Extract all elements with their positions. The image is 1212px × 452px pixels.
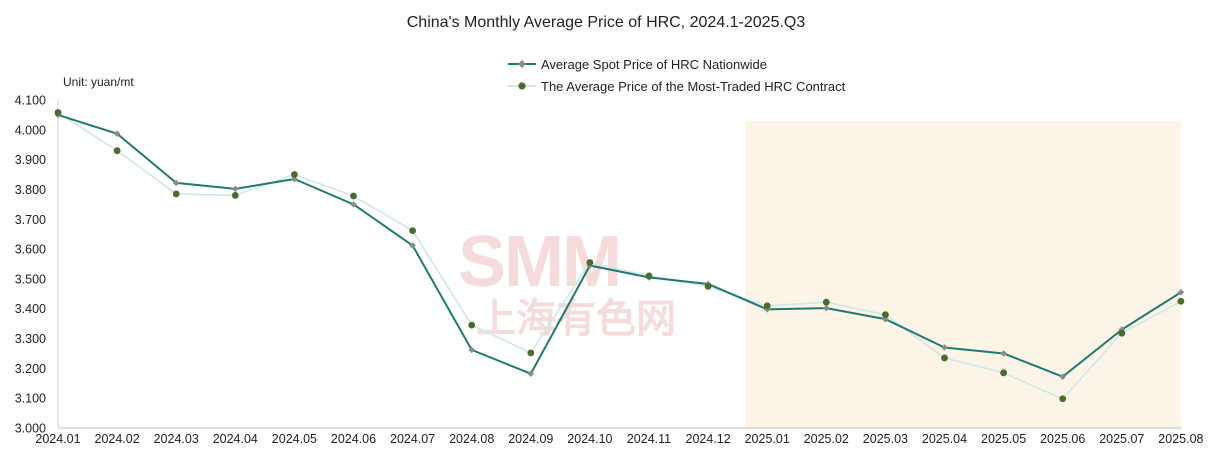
unit-label: Unit: yuan/mt bbox=[63, 75, 134, 89]
x-tick-label: 2024.02 bbox=[95, 432, 140, 446]
watermark: SMM 上海有色网 bbox=[458, 222, 676, 341]
spot-price-point bbox=[113, 130, 121, 137]
spot-price-point bbox=[468, 346, 475, 354]
futures-price-point bbox=[1000, 369, 1007, 377]
x-tick-label: 2025.01 bbox=[745, 432, 790, 446]
y-axis-ticks: 3.000 3.100 3.200 3.300 3.400 3.500 3.600 3.700… bbox=[15, 94, 46, 436]
legend-marker-futures bbox=[518, 82, 526, 90]
spot-price-point bbox=[291, 175, 298, 183]
futures-price-point bbox=[586, 259, 594, 266]
spot-price-point bbox=[941, 344, 948, 351]
legend: Average Spot Price of HRC Nationwide The… bbox=[508, 57, 846, 94]
y-tick-label: 4.000 bbox=[15, 123, 46, 137]
x-tick-label: 2025.08 bbox=[1158, 432, 1203, 446]
spot-price-point bbox=[350, 201, 357, 208]
spot-price-point bbox=[172, 179, 180, 187]
futures-price-point bbox=[113, 147, 121, 155]
watermark-logo: SMM bbox=[458, 222, 620, 302]
futures-price-point bbox=[822, 298, 830, 306]
x-tick-label: 2024.04 bbox=[213, 432, 258, 446]
legend-marker-spot bbox=[518, 60, 526, 68]
y-tick-label: 3.500 bbox=[15, 272, 46, 286]
y-tick-label: 3.600 bbox=[15, 243, 46, 257]
spot-price-point bbox=[1000, 350, 1007, 357]
futures-price-point bbox=[882, 311, 889, 319]
spot-price-point bbox=[823, 304, 830, 312]
x-axis-ticks: 2024.01 2024.02 2024.03 2024.04 2024.05 2024.… bbox=[35, 432, 1203, 446]
futures-price-point bbox=[763, 302, 771, 310]
futures-price-point bbox=[350, 192, 357, 200]
futures-price-point bbox=[231, 192, 239, 199]
spot-price-point bbox=[1059, 373, 1066, 381]
legend-label-futures: The Average Price of the Most-Traded HRC… bbox=[541, 79, 846, 94]
futures-price-point bbox=[645, 272, 653, 280]
spot-price-point bbox=[527, 370, 535, 378]
futures-price-point bbox=[409, 227, 416, 235]
futures-price-point bbox=[941, 354, 948, 362]
spot-price-point bbox=[232, 185, 239, 193]
legend-label-spot: Average Spot Price of HRC Nationwide bbox=[541, 57, 767, 72]
x-tick-label: 2024.07 bbox=[390, 432, 435, 446]
x-tick-label: 2024.03 bbox=[154, 432, 199, 446]
futures-price-point bbox=[291, 171, 298, 178]
futures-price-point bbox=[172, 190, 180, 198]
futures-price-point bbox=[1118, 329, 1126, 337]
y-tick-label: 3.900 bbox=[15, 153, 46, 167]
futures-price-point bbox=[1059, 395, 1067, 403]
x-tick-label: 2024.09 bbox=[508, 432, 553, 446]
x-tick-label: 2025.05 bbox=[981, 432, 1026, 446]
x-tick-label: 2024.08 bbox=[449, 432, 494, 446]
x-tick-label: 2024.11 bbox=[627, 432, 671, 446]
x-tick-label: 2025.07 bbox=[1099, 432, 1144, 446]
spot-price-point bbox=[409, 242, 416, 249]
futures-price-point bbox=[1177, 297, 1185, 305]
y-tick-label: 4.100 bbox=[15, 94, 46, 108]
x-tick-label: 2024.01 bbox=[35, 432, 80, 446]
futures-price-point bbox=[527, 349, 535, 357]
x-tick-label: 2024.10 bbox=[567, 432, 612, 446]
x-tick-label: 2025.06 bbox=[1040, 432, 1085, 446]
forecast-highlight-band bbox=[745, 121, 1181, 428]
futures-price-point bbox=[704, 282, 712, 290]
y-tick-label: 3.400 bbox=[15, 302, 46, 316]
x-tick-label: 2024.06 bbox=[331, 432, 376, 446]
x-tick-label: 2024.12 bbox=[686, 432, 731, 446]
futures-price-point bbox=[54, 109, 62, 116]
y-tick-label: 3.100 bbox=[15, 392, 46, 406]
x-tick-label: 2024.05 bbox=[272, 432, 317, 446]
x-tick-label: 2025.03 bbox=[863, 432, 908, 446]
series-line-1 bbox=[57, 111, 1182, 400]
y-tick-label: 3.200 bbox=[15, 362, 46, 376]
watermark-text: 上海有色网 bbox=[476, 297, 676, 341]
chart-title: China's Monthly Average Price of HRC, 20… bbox=[407, 14, 806, 31]
series-layer bbox=[54, 109, 1185, 403]
spot-price-point bbox=[1177, 289, 1185, 296]
y-tick-label: 3.000 bbox=[15, 422, 46, 436]
x-tick-label: 2025.04 bbox=[922, 432, 967, 446]
futures-price-point bbox=[468, 321, 476, 329]
y-tick-label: 3.700 bbox=[15, 213, 46, 227]
x-tick-label: 2025.02 bbox=[804, 432, 849, 446]
y-tick-label: 3.800 bbox=[15, 183, 46, 197]
series-line-0 bbox=[57, 113, 1182, 378]
y-tick-label: 3.300 bbox=[15, 332, 46, 346]
